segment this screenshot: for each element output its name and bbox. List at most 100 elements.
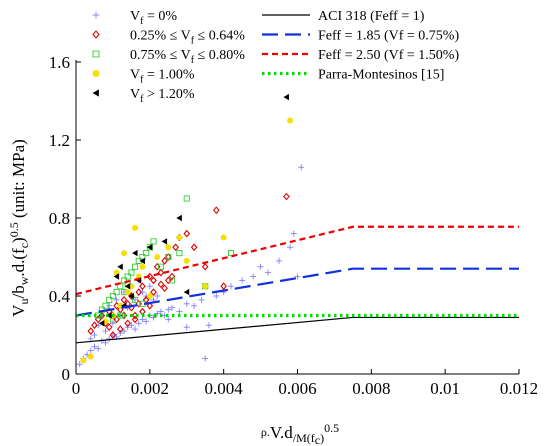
- series-3-point-12: [165, 244, 172, 251]
- series-0-point-41: [294, 273, 301, 280]
- series-1-point-41: [116, 325, 124, 333]
- series-1-point-9: [120, 296, 128, 304]
- series-0-point-18: [143, 318, 150, 325]
- legend-left-marker-3: [92, 70, 100, 77]
- series-0-point-47: [132, 296, 139, 303]
- series-0-point-31: [213, 293, 220, 299]
- line-0: [75, 316, 519, 344]
- series-0-point-22: [157, 308, 164, 315]
- legend-right-label-0: ACI 318 (Feff = 1): [318, 9, 425, 24]
- scatter-layer: [76, 93, 305, 368]
- series-4-point-0: [98, 320, 105, 327]
- series-0-point-52: [183, 324, 190, 331]
- legend-left-marker-2: [92, 50, 100, 58]
- series-4-point-7: [139, 257, 145, 265]
- series-1-point-26: [190, 243, 198, 252]
- series-4-point-10: [176, 214, 182, 222]
- series-2-point-8: [124, 273, 131, 280]
- legend: Vf = 0% 0.25% ≤ Vf ≤ 0.64%0.75% ≤ Vf ≤ 0.…: [92, 9, 459, 105]
- series-0-point-0: [76, 361, 83, 368]
- series-0-point-13: [124, 324, 131, 331]
- series-1-point-31: [105, 323, 113, 332]
- x-axis-label: ρ.V.d/M(fc)0.5: [261, 421, 339, 446]
- series-1-point-40: [109, 331, 117, 339]
- series-4-point-4: [124, 283, 131, 290]
- series-1-point-45: [146, 301, 154, 310]
- series-0-point-49: [146, 283, 153, 290]
- series-3-point-9: [139, 263, 146, 270]
- series-3-point-18: [120, 250, 127, 257]
- y-axis-label: Vu/bw.d.(fc)0.5 (unit: MPa): [7, 139, 31, 317]
- series-2-point-13: [143, 250, 150, 257]
- legend-right-label-2: Feff = 2.50 (Vf = 1.50%): [318, 48, 459, 63]
- series-1-point-20: [161, 257, 168, 265]
- series-0-point-56: [113, 296, 120, 303]
- series-1-point-46: [161, 284, 168, 293]
- series-1-point-38: [157, 280, 165, 289]
- legend-right-label-1: Feff = 1.85 (Vf = 0.75%): [318, 29, 459, 44]
- series-0-point-43: [102, 328, 109, 335]
- series-0-point-40: [290, 230, 297, 237]
- series-4-point-6: [132, 249, 138, 257]
- series-3-point-0: [80, 357, 87, 364]
- series-0-point-42: [298, 164, 305, 171]
- line-2: [75, 225, 519, 296]
- y-tick-label-1: 0.4: [49, 287, 71, 306]
- series-2-point-20: [183, 195, 190, 202]
- series-2-point-19: [176, 250, 183, 257]
- series-0-point-29: [198, 296, 205, 303]
- y-tick-label-3: 1.2: [49, 131, 70, 150]
- y-tick-label-4: 1.6: [49, 53, 70, 72]
- legend-left-label-0: Vf = 0%: [130, 9, 177, 27]
- axes-layer: [75, 60, 519, 375]
- series-2-point-4: [109, 292, 116, 300]
- series-4-point-2: [113, 273, 120, 280]
- series-2-point-15: [150, 238, 157, 245]
- series-3-point-5: [124, 289, 131, 296]
- series-1-point-21: [164, 253, 172, 261]
- series-0-point-5: [95, 345, 102, 352]
- series-1-point-42: [124, 319, 132, 328]
- series-0-point-35: [250, 273, 257, 280]
- series-2-point-18: [168, 277, 176, 284]
- series-0-point-34: [239, 277, 246, 284]
- series-1-point-13: [135, 288, 143, 296]
- series-3-point-16: [220, 234, 227, 241]
- series-2-point-16: [157, 263, 164, 270]
- series-2-point-7: [120, 277, 128, 284]
- series-0-point-38: [276, 257, 283, 264]
- legend-left-marker-0: [92, 11, 100, 19]
- legend-left-label-3: Vf = 1.00%: [130, 68, 195, 86]
- legend-left-marker-1: [92, 30, 100, 39]
- series-0-point-15: [132, 326, 139, 333]
- series-0-point-17: [139, 316, 146, 323]
- series-2-point-24: [132, 296, 139, 303]
- series-3-point-14: [183, 257, 190, 264]
- series-0-point-53: [202, 355, 209, 362]
- series-0-point-21: [154, 310, 161, 317]
- series-2-point-3: [106, 296, 113, 303]
- legend-left-marker-4: [92, 89, 99, 97]
- x-tick-label-3: 0.006: [278, 379, 316, 398]
- y-tick-label-0: 0: [62, 365, 71, 384]
- series-4-point-9: [161, 238, 168, 245]
- x-tick-label-2: 0.004: [205, 379, 244, 398]
- series-4-point-11: [183, 288, 190, 296]
- series-4-point-8: [146, 244, 153, 251]
- series-0-point-28: [191, 302, 198, 309]
- legend-left-label-1: 0.25% ≤ Vf ≤ 0.64%: [130, 29, 245, 47]
- series-0-point-16: [135, 320, 142, 327]
- series-3-point-15: [202, 283, 209, 290]
- x-tick-label-0: 0: [72, 379, 81, 398]
- x-tick-label-6: 0.012: [500, 379, 538, 398]
- series-0-point-27: [183, 300, 190, 307]
- series-3-point-1: [87, 353, 94, 360]
- series-2-point-5: [113, 289, 120, 296]
- series-1-point-27: [201, 262, 209, 271]
- line-1: [75, 267, 519, 317]
- series-0-point-62: [95, 322, 102, 329]
- series-1-point-14: [139, 282, 146, 291]
- series-0-point-51: [165, 316, 172, 323]
- x-tick-label-1: 0.002: [131, 379, 169, 398]
- series-0-point-8: [106, 335, 113, 342]
